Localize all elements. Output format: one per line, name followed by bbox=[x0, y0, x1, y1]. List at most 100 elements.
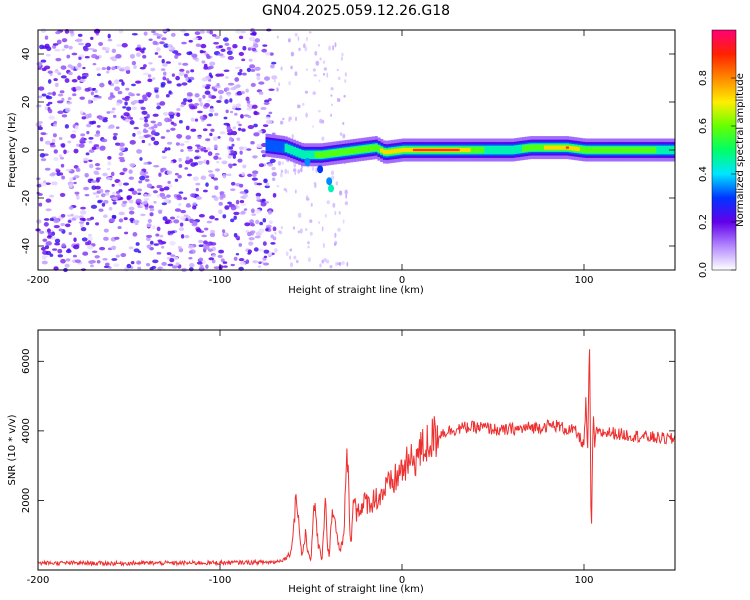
noise-blob bbox=[230, 150, 235, 155]
noise-blob bbox=[217, 89, 225, 95]
ridge-cell bbox=[374, 144, 378, 151]
noise-blob bbox=[77, 62, 82, 68]
ridge-cell bbox=[306, 150, 310, 160]
noise-blob bbox=[73, 215, 80, 219]
noise-blob bbox=[60, 223, 66, 227]
noise-blob bbox=[97, 95, 102, 99]
noise-blob bbox=[176, 112, 181, 117]
noise-blob bbox=[153, 200, 157, 204]
ridge-cell bbox=[331, 150, 335, 157]
noise-blob bbox=[262, 241, 267, 246]
noise-blob bbox=[45, 53, 51, 57]
ridge-cell bbox=[265, 139, 269, 151]
noise-blob bbox=[278, 82, 281, 87]
snr-x-ticks: -200 -100 0 100 bbox=[27, 330, 594, 586]
noise-blob bbox=[274, 248, 278, 253]
noise-blob bbox=[261, 48, 268, 53]
noise-blob bbox=[202, 94, 206, 99]
noise-blob bbox=[113, 263, 120, 268]
noise-blob bbox=[129, 120, 135, 125]
noise-blob bbox=[289, 262, 294, 268]
ridge-cell bbox=[350, 147, 354, 155]
noise-blob bbox=[90, 204, 98, 209]
noise-blob bbox=[263, 76, 271, 81]
colorbar-tick-label: 0.4 bbox=[698, 166, 709, 182]
noise-blob bbox=[108, 110, 115, 114]
noise-blob bbox=[122, 106, 127, 109]
noise-blob bbox=[111, 48, 117, 53]
ridge-cell bbox=[440, 148, 444, 152]
noise-blob bbox=[111, 107, 116, 111]
noise-blob bbox=[280, 225, 283, 230]
noise-blob bbox=[269, 220, 273, 224]
noise-blob bbox=[94, 28, 101, 33]
noise-blob bbox=[57, 254, 64, 258]
noise-blob bbox=[102, 214, 108, 219]
noise-blob bbox=[198, 97, 202, 103]
noise-blob bbox=[153, 164, 160, 168]
noise-blob bbox=[69, 29, 74, 34]
noise-blob bbox=[232, 104, 237, 109]
ridge-cell bbox=[661, 145, 665, 155]
noise-blob bbox=[178, 203, 182, 207]
noise-blob bbox=[253, 132, 260, 137]
noise-blob bbox=[241, 90, 245, 95]
ridge-cell bbox=[268, 139, 272, 152]
noise-blob bbox=[71, 79, 78, 83]
noise-blob bbox=[53, 156, 59, 161]
ridge-cell bbox=[500, 145, 504, 155]
noise-blob bbox=[323, 67, 328, 71]
ridge-cell bbox=[290, 145, 294, 155]
noise-blob bbox=[226, 173, 232, 177]
noise-blob bbox=[96, 125, 101, 128]
noise-blob bbox=[59, 90, 65, 94]
noise-blob bbox=[142, 54, 147, 59]
noise-blob bbox=[107, 38, 113, 42]
noise-blob bbox=[122, 182, 130, 186]
ridge-cell bbox=[593, 146, 597, 154]
noise-blob bbox=[44, 245, 50, 250]
noise-blob bbox=[224, 99, 229, 104]
noise-blob bbox=[54, 242, 61, 246]
noise-blob bbox=[258, 81, 265, 85]
noise-blob bbox=[140, 106, 146, 111]
isolated-blob bbox=[326, 177, 333, 186]
noise-blob bbox=[165, 93, 170, 98]
y-tick-label: 4000 bbox=[21, 418, 32, 443]
noise-blob bbox=[174, 208, 182, 212]
noise-blob bbox=[305, 112, 308, 118]
noise-blob bbox=[49, 194, 55, 198]
noise-blob bbox=[249, 32, 257, 36]
noise-blob bbox=[80, 210, 87, 215]
noise-blob bbox=[121, 81, 125, 86]
noise-blob bbox=[284, 168, 288, 175]
noise-blob bbox=[88, 47, 95, 51]
noise-blob bbox=[289, 255, 291, 260]
noise-blob bbox=[74, 191, 80, 195]
noise-blob bbox=[248, 58, 253, 62]
noise-blob bbox=[67, 248, 71, 252]
noise-blob bbox=[204, 90, 211, 95]
noise-blob bbox=[188, 51, 193, 55]
noise-blob bbox=[217, 53, 224, 56]
noise-blob bbox=[330, 113, 333, 117]
noise-blob bbox=[271, 61, 277, 65]
noise-blob bbox=[319, 263, 322, 268]
noise-blob bbox=[68, 183, 73, 189]
noise-blob bbox=[43, 222, 49, 227]
noise-blob bbox=[277, 160, 282, 166]
noise-blob bbox=[129, 140, 136, 145]
noise-blob bbox=[79, 138, 86, 144]
noise-blob bbox=[217, 254, 223, 258]
noise-blob bbox=[236, 205, 240, 209]
noise-blob bbox=[220, 193, 226, 199]
x-tick-label: 0 bbox=[399, 275, 405, 286]
ridge-cell bbox=[666, 145, 670, 155]
noise-blob bbox=[106, 167, 111, 171]
noise-blob bbox=[70, 133, 76, 139]
noise-blob bbox=[280, 172, 283, 178]
noise-blob bbox=[156, 251, 162, 255]
noise-blob bbox=[117, 226, 122, 230]
noise-blob bbox=[334, 232, 337, 238]
ridge-cell bbox=[470, 146, 474, 154]
